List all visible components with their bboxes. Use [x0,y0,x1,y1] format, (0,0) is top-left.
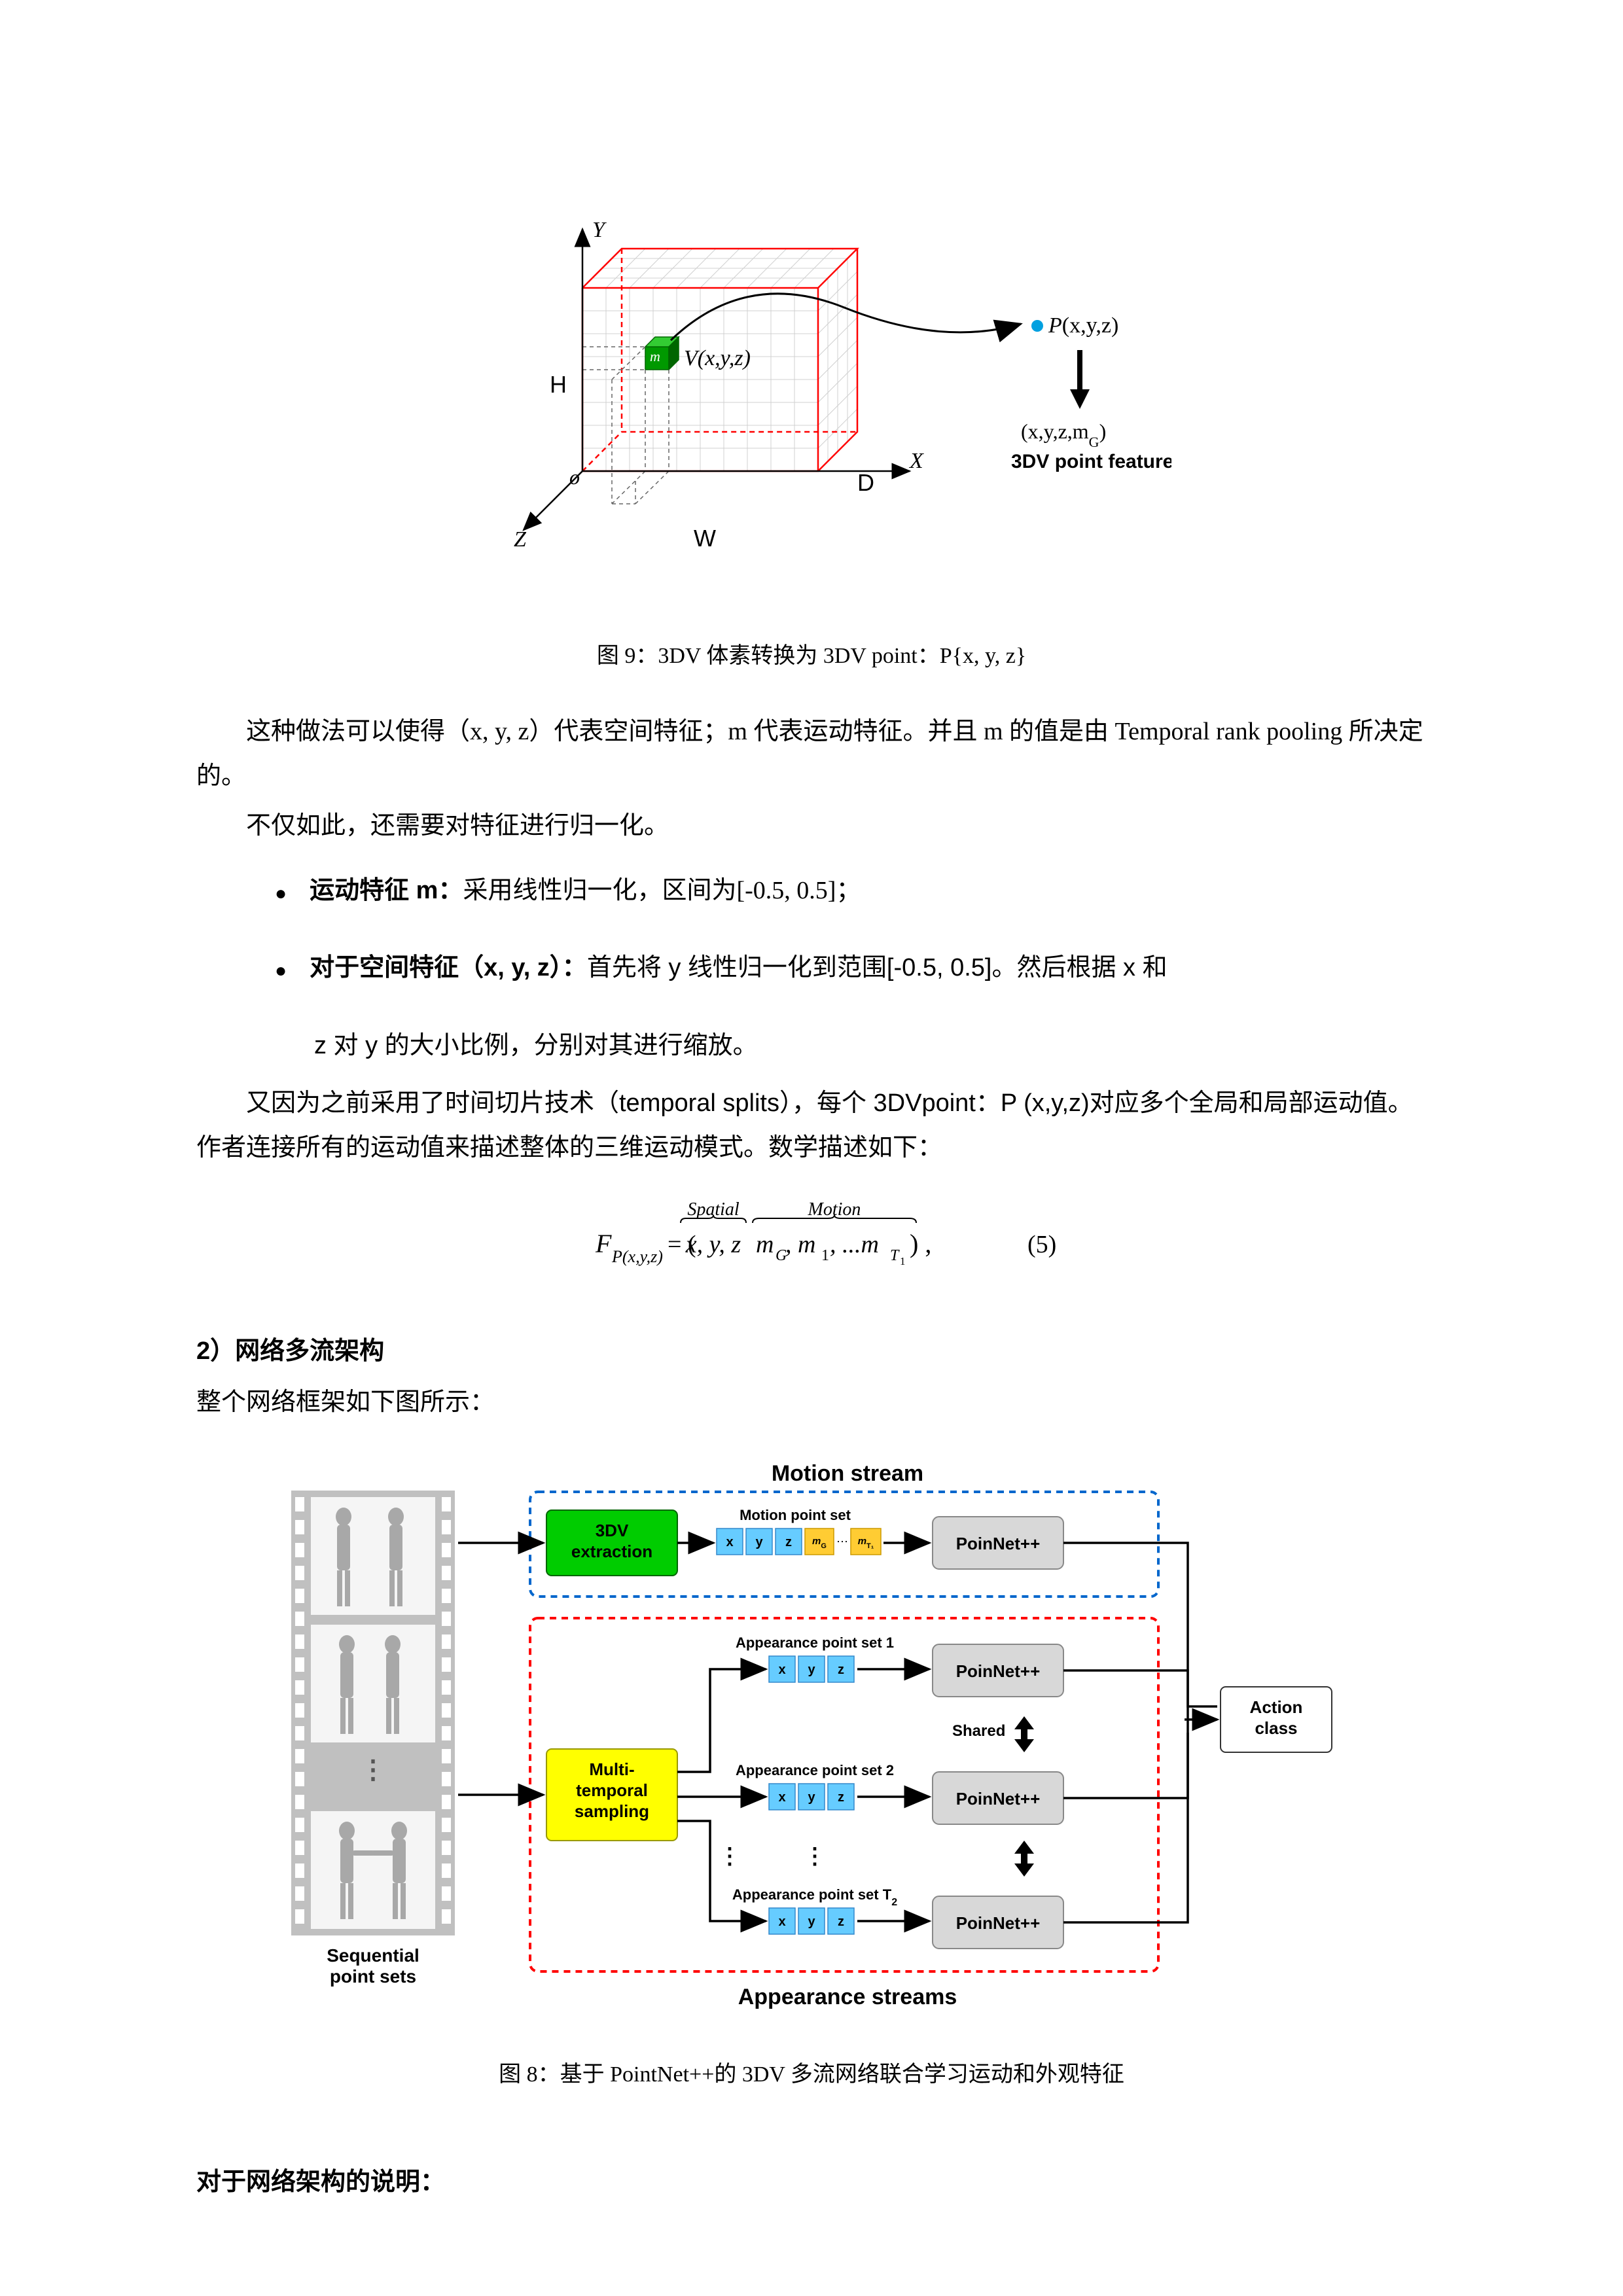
bullet-2-bold: 对于空间特征（x, y, z）： [310,954,587,981]
point-p-label: P(x,y,z) [1048,313,1118,338]
svg-text:z: z [838,1663,844,1677]
figure-8: ⋮ Sequential point sets Motion stream 3D… [272,1445,1351,2041]
bullet-marker-icon: ● [275,953,287,989]
svg-text:class: class [1255,1718,1297,1738]
app-psT-chips: x y z [769,1908,854,1934]
svg-text:z: z [785,1535,792,1549]
app-ps1-label: Appearance point set 1 [736,1634,894,1651]
svg-text:PoinNet++: PoinNet++ [956,1661,1041,1681]
svg-text:y: y [808,1915,815,1929]
bullet-item-2: ● 对于空间特征（x, y, z）：首先将 y 线性归一化到范围[-0.5, 0… [275,945,1427,990]
appearance-stream-title: Appearance streams [738,1985,957,2009]
point-feature-title: 3DV point feature [1011,451,1171,472]
svg-text:z: z [838,1915,844,1929]
point-feature-tuple: (x,y,z,mG) [1021,419,1106,450]
svg-text:T: T [890,1247,900,1264]
svg-text:x: x [778,1915,785,1929]
axis-x-label: X [908,449,924,473]
svg-text:P(x,y,z): P(x,y,z) [611,1247,663,1266]
bullet-1-bold: 运动特征 m： [310,877,463,904]
figure-9-caption: 图 9：3DV 体素转换为 3DV point：P{x, y, z} [196,636,1427,676]
svg-text:1: 1 [821,1247,829,1264]
figure-9: m V(x,y,z) Y X Z o H W D P(x,y,z) (x,y,z… [196,222,1427,616]
svg-text:x, y, z: x, y, z [685,1231,741,1258]
svg-text:y: y [808,1790,815,1805]
figure-9-svg: m V(x,y,z) Y X Z o H W D P(x,y,z) (x,y,z… [452,222,1171,602]
voxel-label: V(x,y,z) [684,346,751,370]
svg-text:PoinNet++: PoinNet++ [956,1534,1041,1553]
paragraph-2: 不仅如此，还需要对特征进行归一化。 [196,804,1427,848]
origin-label: o [569,465,580,489]
dim-h-label: H [550,371,567,398]
dim-w-label: W [694,525,716,552]
svg-text:Multi-: Multi- [589,1759,634,1779]
final-heading: 对于网络架构的说明： [196,2160,1427,2204]
dim-d-label: D [857,469,874,496]
voxel-m-label: m [650,348,660,364]
point-p-dot [1031,320,1043,332]
svg-text:F: F [595,1229,612,1258]
figure-8-caption: 图 8：基于 PointNet++的 3DV 多流网络联合学习运动和外观特征 [196,2055,1427,2094]
axis-z-label: Z [514,527,527,552]
bullet-2-text: 首先将 y 线性归一化到范围[-0.5, 0.5]。然后根据 x 和 [587,954,1168,981]
axis-y-label: Y [592,222,607,242]
bullet-item-1: ● 运动特征 m：采用线性归一化，区间为[-0.5, 0.5]； [275,868,1427,913]
svg-text:(5): (5) [1027,1231,1056,1258]
svg-text:z: z [838,1790,844,1805]
app-ps2-label: Appearance point set 2 [736,1762,894,1778]
app-ps2-chips: x y z [769,1784,854,1810]
app-psT-label: Appearance point set T2 [732,1886,897,1908]
svg-text:sampling: sampling [575,1801,649,1821]
seq-label-1: Sequential [327,1945,419,1966]
formula-5: Spatial Motion F P(x,y,z) = ( x, y, z m … [196,1197,1427,1303]
svg-text:⋮: ⋮ [804,1845,826,1869]
section-2-intro: 整个网络框架如下图所示： [196,1380,1427,1424]
seq-label-2: point sets [330,1966,416,1987]
section-2-title: 2）网络多流架构 [196,1329,1427,1373]
paragraph-3: 又因为之前采用了时间切片技术（temporal splits），每个 3DVpo… [196,1081,1427,1171]
filmstrip: ⋮ [291,1491,455,1935]
svg-text:y: y [755,1535,763,1549]
svg-text:y: y [808,1663,815,1677]
bullet-2-continuation: z 对 y 的大小比例，分别对其进行缩放。 [314,1023,1427,1068]
svg-text:⋮: ⋮ [719,1845,741,1869]
svg-text:, m: , m [785,1231,815,1258]
svg-text:temporal: temporal [576,1780,648,1800]
motion-stream-title: Motion stream [772,1461,923,1486]
svg-text:3DV: 3DV [596,1521,629,1540]
svg-text:PoinNet++: PoinNet++ [956,1913,1041,1933]
svg-text:m: m [756,1231,774,1258]
svg-text:⋯: ⋯ [836,1535,848,1548]
motion-point-set-chips: x y z mG ⋯ mT₁ [717,1528,881,1555]
svg-text:PoinNet++: PoinNet++ [956,1789,1041,1809]
motion-ps-label: Motion point set [740,1507,851,1523]
svg-text:, ...m: , ...m [830,1231,879,1258]
svg-text:extraction: extraction [571,1542,652,1561]
paragraph-1: 这种做法可以使得（x, y, z）代表空间特征；m 代表运动特征。并且 m 的值… [196,709,1427,799]
shared-arrow-icon-2 [1014,1841,1034,1877]
svg-text:x: x [726,1535,733,1549]
svg-text:1: 1 [900,1255,906,1267]
app-ps1-chips: x y z [769,1656,854,1682]
bullet-marker-icon: ● [275,876,287,911]
svg-text:) ,: ) , [910,1229,931,1258]
svg-text:Action: Action [1250,1697,1303,1717]
svg-text:⋮: ⋮ [360,1755,386,1784]
bullet-1-text: 采用线性归一化，区间为[-0.5, 0.5]； [463,877,861,904]
svg-text:x: x [778,1663,785,1677]
shared-arrow-icon [1014,1716,1034,1752]
svg-text:x: x [778,1790,785,1805]
shared-label: Shared [952,1722,1005,1740]
bullet-list: ● 运动特征 m：采用线性归一化，区间为[-0.5, 0.5]； ● 对于空间特… [275,868,1427,991]
